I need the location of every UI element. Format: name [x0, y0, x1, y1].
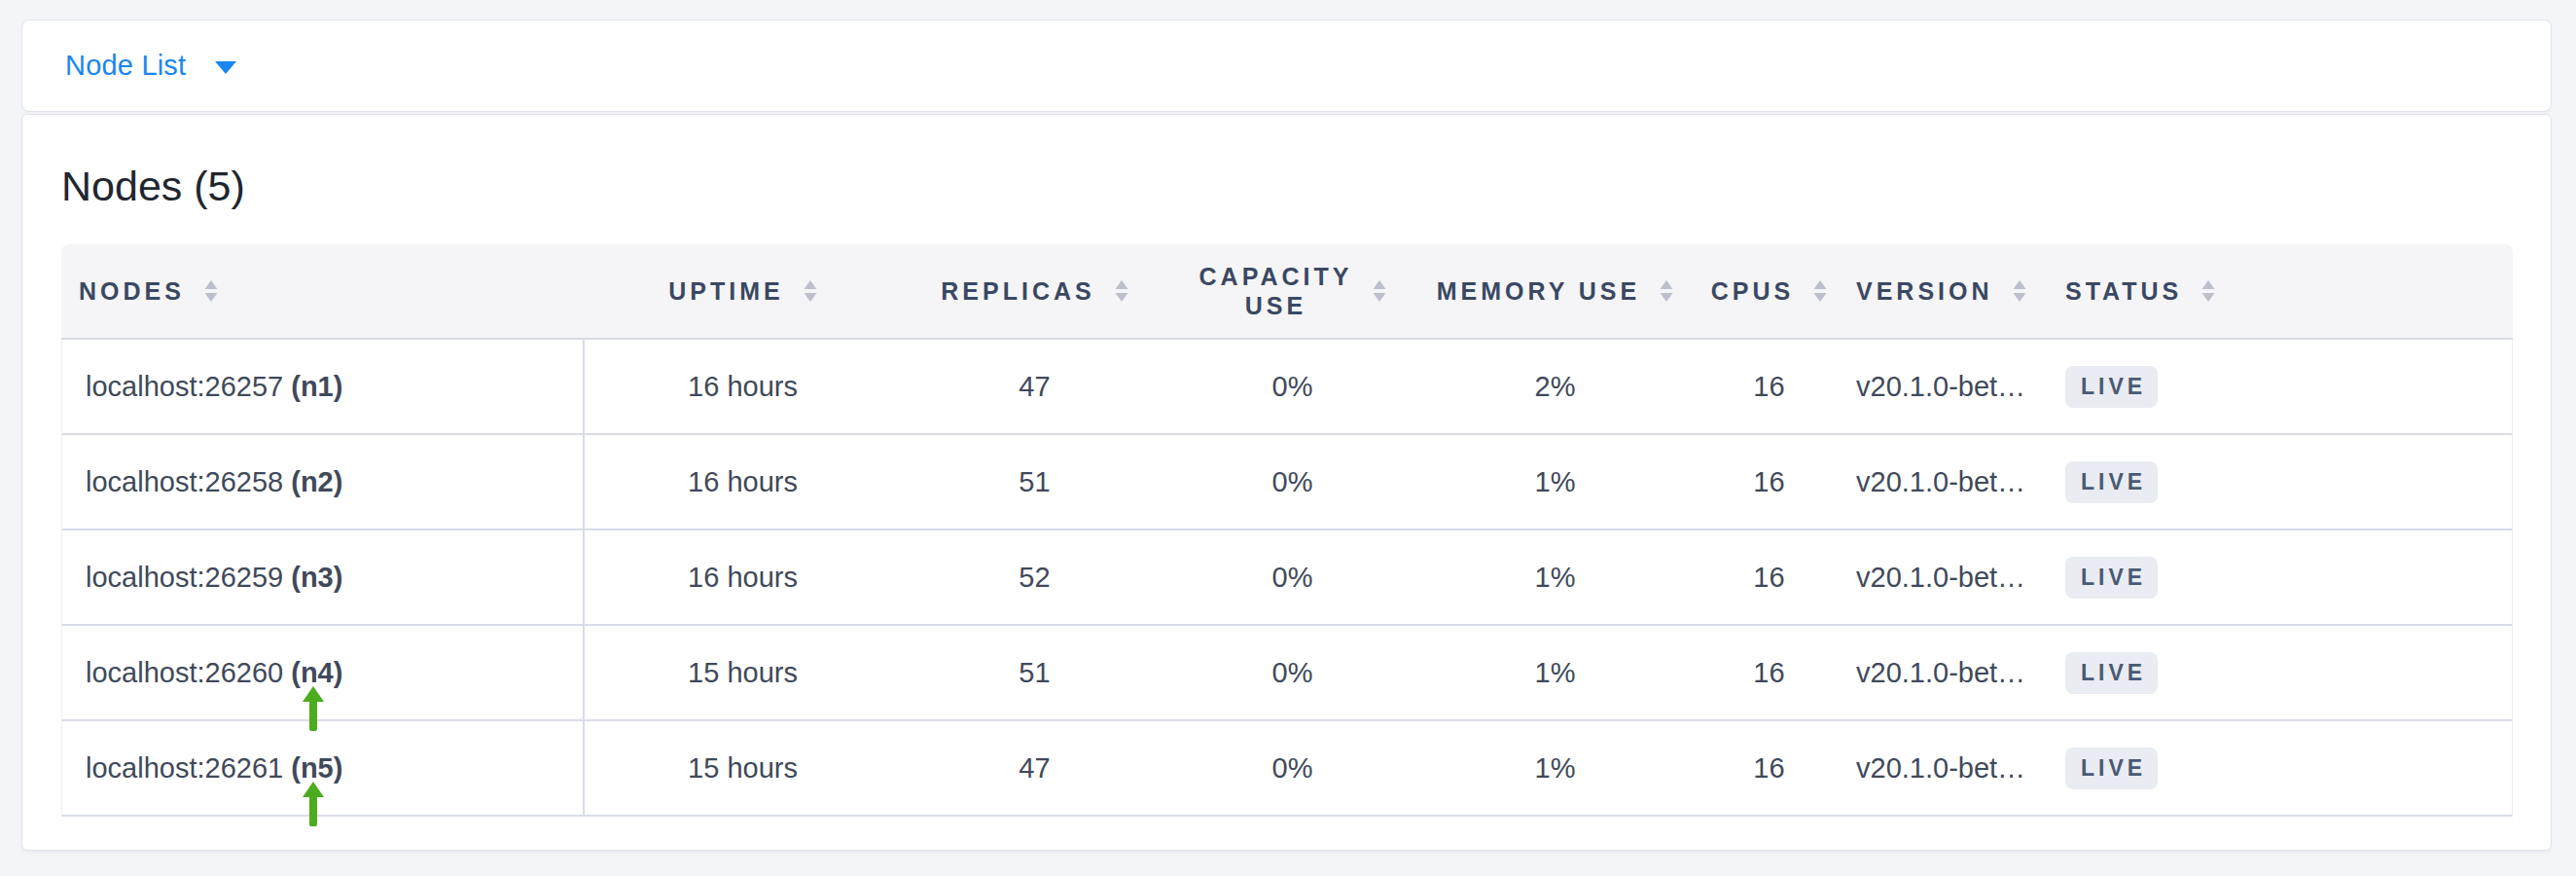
- node-id: (n1): [291, 371, 342, 402]
- cell-cpus: 16: [1694, 340, 1844, 435]
- chevron-down-icon: [215, 61, 236, 74]
- column-header-memory_use[interactable]: MEMORY USE: [1416, 244, 1694, 340]
- cell-node-address: localhost:26260 (n4): [61, 626, 585, 721]
- cell-replicas: 51: [901, 626, 1168, 721]
- sort-icon[interactable]: [1660, 280, 1673, 302]
- cell-memory_use: 1%: [1416, 530, 1694, 626]
- page-header-bar: Node List: [21, 19, 2552, 112]
- page-title: Nodes (5): [61, 115, 2512, 244]
- cell-status: LIVE: [2054, 435, 2513, 530]
- column-label-uptime: UPTIME: [668, 276, 783, 306]
- node-row: localhost:26260 (n4)15 hours510%1%16v20.…: [61, 626, 2513, 721]
- cell-replicas: 47: [901, 340, 1168, 435]
- column-label-capacity_use: CAPACITY USE: [1199, 262, 1353, 320]
- cell-version: v20.1.0-bet…: [1844, 626, 2054, 721]
- sort-icon[interactable]: [1813, 280, 1827, 302]
- sort-icon[interactable]: [1115, 280, 1128, 302]
- column-label-replicas: REPLICAS: [941, 276, 1094, 306]
- sort-icon[interactable]: [804, 280, 817, 302]
- node-address: localhost:26261: [86, 752, 283, 784]
- column-label-cpus: CPUS: [1711, 276, 1794, 306]
- column-header-replicas[interactable]: REPLICAS: [901, 244, 1168, 340]
- cell-status: LIVE: [2054, 626, 2513, 721]
- table-header-row: NODES UPTIME REPLICAS CAPACITY USE MEMORY US…: [61, 244, 2513, 340]
- cell-replicas: 51: [901, 435, 1168, 530]
- green-up-arrow-icon: [302, 686, 325, 731]
- status-badge: LIVE: [2065, 748, 2158, 789]
- node-address: localhost:26258: [86, 466, 283, 497]
- cell-node-address: localhost:26261 (n5): [61, 721, 585, 817]
- cell-version: v20.1.0-bet…: [1844, 530, 2054, 626]
- cell-uptime: 15 hours: [585, 626, 901, 721]
- cell-memory_use: 1%: [1416, 435, 1694, 530]
- cell-cpus: 16: [1694, 435, 1844, 530]
- node-address: localhost:26257: [86, 371, 283, 402]
- column-label-memory_use: MEMORY USE: [1437, 276, 1640, 306]
- cell-status: LIVE: [2054, 530, 2513, 626]
- cell-cpus: 16: [1694, 530, 1844, 626]
- cell-cpus: 16: [1694, 721, 1844, 817]
- column-header-cpus[interactable]: CPUS: [1694, 244, 1844, 340]
- cell-node-address: localhost:26258 (n2): [61, 435, 585, 530]
- column-label-status: STATUS: [2065, 276, 2182, 306]
- status-badge: LIVE: [2065, 366, 2158, 408]
- node-list-dropdown[interactable]: Node List: [65, 50, 236, 82]
- cell-capacity_use: 0%: [1168, 721, 1416, 817]
- column-label-nodes: NODES: [79, 276, 185, 306]
- cell-capacity_use: 0%: [1168, 626, 1416, 721]
- column-header-capacity_use[interactable]: CAPACITY USE: [1168, 244, 1416, 340]
- cell-uptime: 15 hours: [585, 721, 901, 817]
- column-header-version[interactable]: VERSION: [1844, 244, 2054, 340]
- node-row: localhost:26261 (n5)15 hours470%1%16v20.…: [61, 721, 2513, 817]
- node-address: localhost:26260: [86, 657, 283, 688]
- column-label-version: VERSION: [1856, 276, 1993, 306]
- nodes-panel: Nodes (5) NODES UPTIME REPLICAS CAPACITY US…: [21, 114, 2552, 851]
- cell-uptime: 16 hours: [585, 340, 901, 435]
- node-row: localhost:26257 (n1)16 hours470%2%16v20.…: [61, 340, 2513, 435]
- sort-icon[interactable]: [1373, 280, 1386, 302]
- sort-icon[interactable]: [2201, 280, 2215, 302]
- cell-memory_use: 2%: [1416, 340, 1694, 435]
- cell-node-address: localhost:26259 (n3): [61, 530, 585, 626]
- cell-capacity_use: 0%: [1168, 340, 1416, 435]
- sort-icon[interactable]: [2013, 280, 2026, 302]
- node-id: (n5): [291, 752, 342, 784]
- node-id: (n4): [291, 657, 342, 688]
- cell-replicas: 47: [901, 721, 1168, 817]
- page: Node List Nodes (5) NODES UPTIME REPLICAS C…: [0, 0, 2576, 851]
- status-badge: LIVE: [2065, 461, 2158, 503]
- status-badge: LIVE: [2065, 652, 2158, 694]
- cell-uptime: 16 hours: [585, 435, 901, 530]
- cell-version: v20.1.0-bet…: [1844, 721, 2054, 817]
- column-header-nodes[interactable]: NODES: [61, 244, 585, 340]
- cell-status: LIVE: [2054, 340, 2513, 435]
- cell-version: v20.1.0-bet…: [1844, 435, 2054, 530]
- sort-icon[interactable]: [204, 280, 218, 302]
- cell-cpus: 16: [1694, 626, 1844, 721]
- node-row: localhost:26259 (n3)16 hours520%1%16v20.…: [61, 530, 2513, 626]
- cell-memory_use: 1%: [1416, 721, 1694, 817]
- cell-capacity_use: 0%: [1168, 530, 1416, 626]
- node-row: localhost:26258 (n2)16 hours510%1%16v20.…: [61, 435, 2513, 530]
- node-id: (n3): [291, 562, 342, 593]
- node-id: (n2): [291, 466, 342, 497]
- cell-uptime: 16 hours: [585, 530, 901, 626]
- node-list-dropdown-label: Node List: [65, 50, 186, 82]
- column-header-uptime[interactable]: UPTIME: [585, 244, 901, 340]
- nodes-table: NODES UPTIME REPLICAS CAPACITY USE MEMORY US…: [61, 244, 2513, 817]
- node-address: localhost:26259: [86, 562, 283, 593]
- cell-capacity_use: 0%: [1168, 435, 1416, 530]
- cell-replicas: 52: [901, 530, 1168, 626]
- cell-node-address: localhost:26257 (n1): [61, 340, 585, 435]
- green-up-arrow-icon: [302, 782, 325, 826]
- cell-memory_use: 1%: [1416, 626, 1694, 721]
- cell-version: v20.1.0-bet…: [1844, 340, 2054, 435]
- column-header-status[interactable]: STATUS: [2054, 244, 2513, 340]
- status-badge: LIVE: [2065, 557, 2158, 599]
- cell-status: LIVE: [2054, 721, 2513, 817]
